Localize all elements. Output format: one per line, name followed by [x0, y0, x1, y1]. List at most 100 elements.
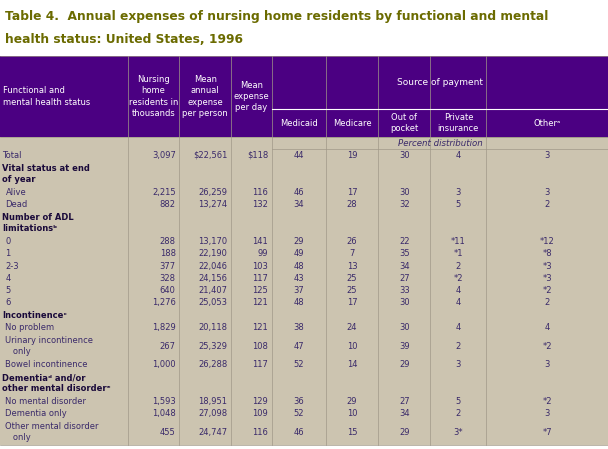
Text: Alive: Alive: [5, 188, 26, 197]
Text: 328: 328: [160, 274, 176, 283]
Text: 4: 4: [545, 323, 550, 332]
Text: 3,097: 3,097: [152, 151, 176, 160]
Text: 4: 4: [456, 286, 461, 295]
Text: 1,000: 1,000: [152, 360, 176, 369]
Text: *11: *11: [451, 237, 466, 246]
Text: 26: 26: [347, 237, 358, 246]
Text: 48: 48: [294, 261, 304, 270]
Text: 38: 38: [294, 323, 304, 332]
Text: 19: 19: [347, 151, 358, 160]
Text: Private
insurance: Private insurance: [438, 113, 479, 133]
Text: 117: 117: [252, 274, 268, 283]
Text: 4: 4: [456, 151, 461, 160]
Text: 14: 14: [347, 360, 358, 369]
Text: 132: 132: [252, 200, 268, 209]
Text: Other mental disorder
   only: Other mental disorder only: [5, 423, 99, 442]
Text: 15: 15: [347, 428, 358, 437]
Text: *2: *2: [542, 342, 552, 351]
Text: 20,118: 20,118: [198, 323, 227, 332]
Text: 28: 28: [347, 200, 358, 209]
Text: 32: 32: [399, 200, 410, 209]
Text: *2: *2: [542, 286, 552, 295]
Text: 29: 29: [294, 237, 304, 246]
Text: 26,259: 26,259: [198, 188, 227, 197]
Text: 47: 47: [294, 342, 304, 351]
Text: 4: 4: [456, 323, 461, 332]
Text: 3: 3: [545, 409, 550, 418]
Text: 288: 288: [160, 237, 176, 246]
Text: 2: 2: [545, 200, 550, 209]
Text: 34: 34: [399, 261, 410, 270]
Text: 1,593: 1,593: [152, 397, 176, 406]
Text: Vital status at end
of year: Vital status at end of year: [2, 164, 91, 184]
Text: 27: 27: [399, 397, 410, 406]
Text: 24,747: 24,747: [198, 428, 227, 437]
Text: 13,274: 13,274: [198, 200, 227, 209]
Text: 17: 17: [347, 188, 358, 197]
Text: Dementia only: Dementia only: [5, 409, 67, 418]
Text: Source of payment: Source of payment: [397, 78, 483, 87]
Text: 188: 188: [160, 249, 176, 258]
Text: 882: 882: [160, 200, 176, 209]
Text: Dementiaᵈ and/or
other mental disorderᵉ: Dementiaᵈ and/or other mental disorderᵉ: [2, 373, 111, 393]
Text: 125: 125: [252, 286, 268, 295]
Text: 3: 3: [545, 188, 550, 197]
Text: Functional and
mental health status: Functional and mental health status: [3, 87, 91, 106]
Text: 3: 3: [545, 151, 550, 160]
Text: 49: 49: [294, 249, 304, 258]
Text: Incontinenceᶜ: Incontinenceᶜ: [2, 311, 67, 320]
Text: 1,829: 1,829: [152, 323, 176, 332]
Text: Mean
annual
expense
per person: Mean annual expense per person: [182, 75, 228, 118]
Text: $118: $118: [247, 151, 268, 160]
Text: 5: 5: [5, 286, 11, 295]
Text: 25: 25: [347, 274, 358, 283]
Text: 99: 99: [258, 249, 268, 258]
Text: 21,407: 21,407: [198, 286, 227, 295]
Text: 34: 34: [399, 409, 410, 418]
Text: 4: 4: [5, 274, 11, 283]
Text: 29: 29: [399, 360, 410, 369]
Text: 3*: 3*: [454, 428, 463, 437]
Text: No problem: No problem: [5, 323, 55, 332]
Text: *3: *3: [542, 274, 552, 283]
Text: Medicare: Medicare: [333, 119, 371, 128]
Text: No mental disorder: No mental disorder: [5, 397, 86, 406]
Text: 116: 116: [252, 188, 268, 197]
Text: Dead: Dead: [5, 200, 28, 209]
Text: 1,048: 1,048: [152, 409, 176, 418]
Text: 46: 46: [294, 188, 304, 197]
Text: Out of
pocket: Out of pocket: [390, 113, 418, 133]
Text: 35: 35: [399, 249, 410, 258]
Text: Urinary incontinence
   only: Urinary incontinence only: [5, 336, 94, 356]
Text: 52: 52: [294, 409, 304, 418]
Text: Medicaid: Medicaid: [280, 119, 318, 128]
Text: 7: 7: [350, 249, 354, 258]
Text: Bowel incontinence: Bowel incontinence: [5, 360, 88, 369]
Text: 52: 52: [294, 360, 304, 369]
Text: 1,276: 1,276: [152, 299, 176, 308]
Text: 267: 267: [160, 342, 176, 351]
Text: health status: United States, 1996: health status: United States, 1996: [5, 33, 243, 46]
Text: 30: 30: [399, 323, 410, 332]
Text: Number of ADL
limitationsᵇ: Number of ADL limitationsᵇ: [2, 213, 74, 233]
Text: 48: 48: [294, 299, 304, 308]
Text: 10: 10: [347, 342, 358, 351]
Text: 141: 141: [252, 237, 268, 246]
Text: *2: *2: [542, 397, 552, 406]
Text: Percent distribution: Percent distribution: [398, 138, 482, 148]
Text: 1: 1: [5, 249, 11, 258]
Text: 22,046: 22,046: [198, 261, 227, 270]
Text: 27: 27: [399, 274, 410, 283]
Text: *12: *12: [540, 237, 554, 246]
Text: 17: 17: [347, 299, 358, 308]
Text: *1: *1: [454, 249, 463, 258]
Text: 108: 108: [252, 342, 268, 351]
Text: 29: 29: [399, 428, 410, 437]
Text: 3: 3: [456, 188, 461, 197]
Text: Mean
expense
per day: Mean expense per day: [233, 81, 269, 112]
Text: 37: 37: [294, 286, 304, 295]
Text: 455: 455: [160, 428, 176, 437]
Text: 36: 36: [294, 397, 304, 406]
Text: Nursing
home
residents in
thousands: Nursing home residents in thousands: [129, 75, 178, 118]
Text: 29: 29: [347, 397, 358, 406]
